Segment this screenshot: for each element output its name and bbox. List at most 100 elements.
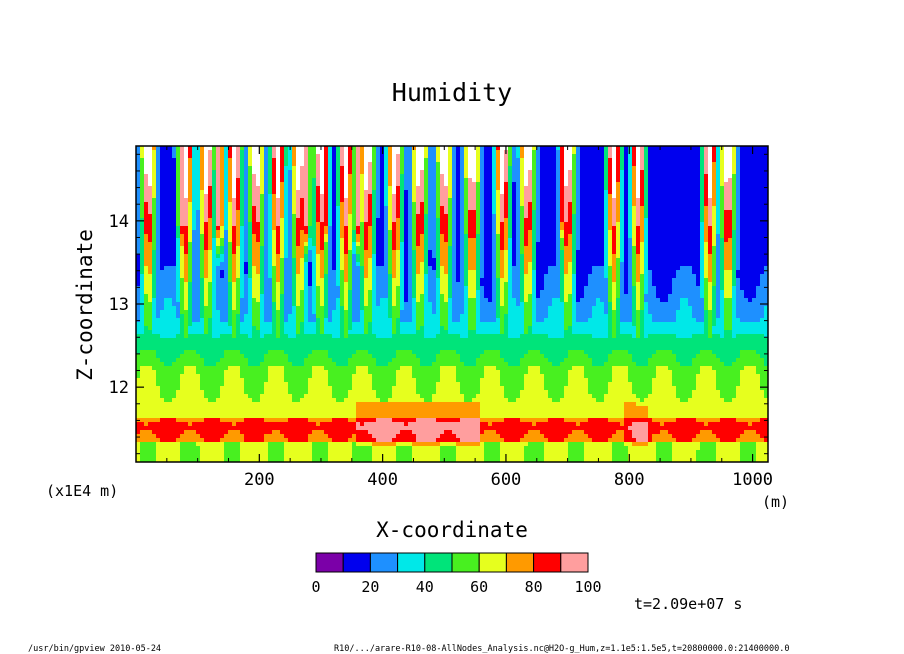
field-cell	[692, 202, 696, 206]
field-cell	[392, 258, 396, 262]
field-cell	[556, 190, 560, 194]
field-cell	[716, 266, 720, 270]
field-cell	[180, 182, 184, 186]
field-cell	[140, 214, 144, 218]
field-cell	[228, 178, 232, 182]
field-cell	[696, 194, 700, 198]
field-cell	[748, 206, 752, 210]
field-cell	[592, 198, 596, 202]
field-cell	[724, 146, 728, 150]
field-cell	[408, 234, 412, 238]
field-cell	[532, 226, 536, 230]
field-cell	[540, 186, 544, 190]
field-cell	[720, 202, 724, 206]
field-cell	[320, 174, 324, 178]
field-cell	[712, 234, 716, 238]
field-cell	[640, 214, 644, 218]
field-cell	[436, 258, 440, 262]
field-cell	[696, 202, 700, 206]
field-cell	[328, 238, 332, 242]
field-cell	[480, 166, 484, 170]
chart-title: Humidity	[392, 78, 512, 107]
field-cell	[588, 146, 592, 150]
field-cell	[224, 178, 228, 182]
field-cell	[660, 250, 664, 254]
field-cell	[452, 170, 456, 174]
field-cell	[464, 194, 468, 198]
field-cell	[304, 262, 308, 266]
field-cell	[420, 250, 424, 254]
field-cell	[284, 246, 288, 250]
field-cell	[576, 186, 580, 190]
field-cell	[208, 222, 212, 226]
field-cell	[728, 202, 732, 206]
field-cell	[736, 246, 740, 250]
field-cell	[592, 250, 596, 254]
field-cell	[160, 262, 164, 266]
field-cell	[380, 174, 384, 178]
field-cell	[248, 170, 252, 174]
field-cell	[580, 238, 584, 242]
field-cell	[456, 210, 460, 214]
field-cell	[628, 238, 632, 242]
field-cell	[240, 266, 244, 270]
field-cell	[388, 146, 392, 150]
field-cell	[748, 226, 752, 230]
field-cell	[252, 210, 256, 214]
field-cell	[728, 150, 732, 154]
field-cell	[680, 154, 684, 158]
field-cell	[488, 234, 492, 238]
field-cell	[280, 262, 284, 266]
field-cell	[524, 254, 528, 258]
field-cell	[332, 174, 336, 178]
field-cell	[752, 194, 756, 198]
field-cell	[516, 262, 520, 266]
field-cell	[184, 246, 188, 250]
field-cell	[444, 242, 448, 246]
field-cell	[156, 162, 160, 166]
field-cell	[484, 198, 488, 202]
field-cell	[180, 170, 184, 174]
field-cell	[460, 210, 464, 214]
field-cell	[460, 262, 464, 266]
field-cell	[724, 154, 728, 158]
field-cell	[288, 166, 292, 170]
field-cell	[168, 250, 172, 254]
field-cell	[660, 218, 664, 222]
field-cell	[628, 158, 632, 162]
field-cell	[348, 162, 352, 166]
field-cell	[388, 226, 392, 230]
field-cell	[760, 158, 764, 162]
field-cell	[744, 194, 748, 198]
field-cell	[656, 194, 660, 198]
field-cell	[764, 194, 768, 198]
field-cell	[536, 170, 540, 174]
field-cell	[160, 186, 164, 190]
field-cell	[244, 174, 248, 178]
field-cell	[688, 154, 692, 158]
field-cell	[532, 250, 536, 254]
field-cell	[376, 266, 380, 270]
field-cell	[576, 222, 580, 226]
field-cell	[292, 242, 296, 246]
field-cell	[452, 174, 456, 178]
field-cell	[700, 262, 704, 266]
field-cell	[492, 238, 496, 242]
field-cell	[596, 198, 600, 202]
field-cell	[252, 166, 256, 170]
field-cell	[144, 146, 148, 150]
field-cell	[388, 258, 392, 262]
field-cell	[176, 234, 180, 238]
field-cell	[572, 214, 576, 218]
field-cell	[384, 254, 388, 258]
field-cell	[584, 166, 588, 170]
field-cell	[512, 178, 516, 182]
field-cell	[416, 258, 420, 262]
field-cell	[548, 218, 552, 222]
field-cell	[460, 258, 464, 262]
field-cell	[144, 194, 148, 198]
field-cell	[380, 254, 384, 258]
field-cell	[308, 198, 312, 202]
field-cell	[648, 186, 652, 190]
field-cell	[472, 270, 476, 274]
